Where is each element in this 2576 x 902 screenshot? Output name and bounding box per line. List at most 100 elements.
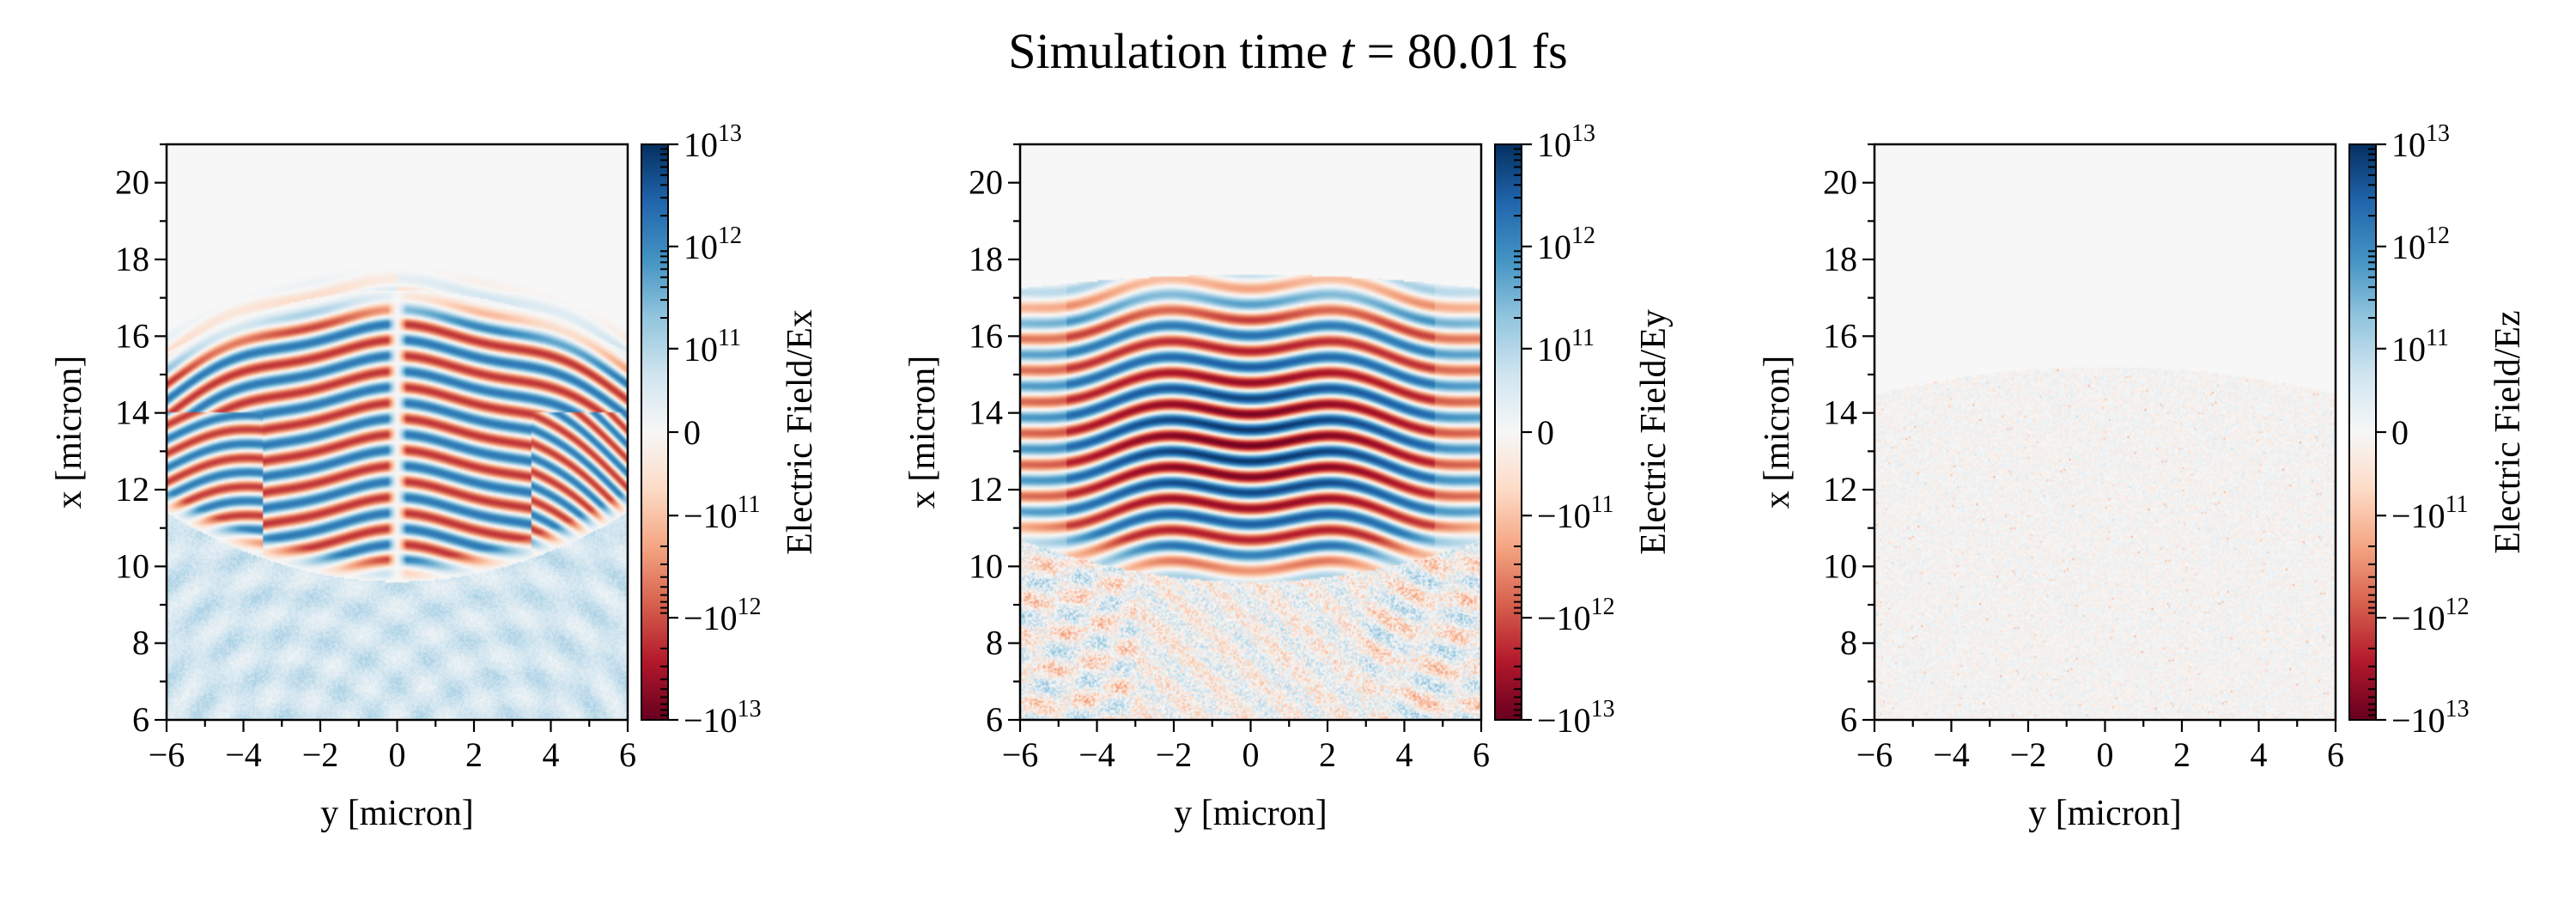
tick-exponent: 12 bbox=[1571, 222, 1595, 249]
y-tick-label: 16 bbox=[115, 316, 149, 355]
x-axis-label: y [micron] bbox=[320, 794, 473, 833]
colorbar-tick-label: −1011 bbox=[1537, 491, 1614, 535]
y-tick-label: 16 bbox=[969, 316, 1003, 355]
y-tick-label: 6 bbox=[986, 700, 1003, 739]
tick-exponent: 12 bbox=[718, 222, 742, 249]
colorbar-tick-label: 1013 bbox=[1537, 120, 1595, 164]
x-tick-label: 0 bbox=[1242, 735, 1260, 774]
x-tick-label: −6 bbox=[149, 735, 185, 774]
x-tick-label: 4 bbox=[543, 735, 560, 774]
y-tick-label: 18 bbox=[1823, 240, 1857, 278]
tick-exponent: 13 bbox=[2426, 120, 2450, 147]
colorbar-tick-label: −1013 bbox=[2391, 696, 2470, 740]
x-tick-label: 2 bbox=[2173, 735, 2190, 774]
colorbar-tick-label: 1013 bbox=[683, 120, 742, 164]
tick-base: 10 bbox=[2391, 228, 2426, 266]
title-prefix: Simulation time bbox=[1008, 23, 1340, 79]
colorbar-tick-label: −1012 bbox=[1537, 594, 1615, 637]
tick-exponent: 11 bbox=[718, 325, 741, 351]
colorbar-tick-label: 1011 bbox=[683, 325, 741, 369]
tick-base: 10 bbox=[1537, 125, 1571, 164]
x-tick-label: 6 bbox=[619, 735, 636, 774]
x-tick-label: 2 bbox=[465, 735, 483, 774]
y-tick-label: 16 bbox=[1823, 316, 1857, 355]
y-tick-label: 12 bbox=[969, 470, 1003, 509]
tick-base: 10 bbox=[703, 701, 738, 740]
title-equals: = bbox=[1354, 23, 1407, 79]
x-tick-label: −4 bbox=[1078, 735, 1115, 774]
tick-exponent: 11 bbox=[1591, 491, 1614, 518]
tick-sign: − bbox=[683, 599, 703, 637]
tick-base: 10 bbox=[1537, 330, 1571, 369]
colorbar-frame bbox=[641, 143, 669, 721]
x-axis-label: y [micron] bbox=[2028, 794, 2181, 833]
y-tick-label: 10 bbox=[115, 546, 149, 585]
tick-base: 10 bbox=[683, 330, 718, 369]
y-tick-label: 14 bbox=[1823, 393, 1857, 432]
y-tick-label: 6 bbox=[1840, 700, 1857, 739]
y-axis-label: x [micron] bbox=[1758, 356, 1797, 509]
x-tick-label: 6 bbox=[2327, 735, 2344, 774]
axes-frame bbox=[1873, 143, 2337, 722]
colorbar-tick-label: 1011 bbox=[2391, 325, 2449, 369]
x-axis-label: y [micron] bbox=[1174, 794, 1327, 833]
heatmap-ex bbox=[167, 144, 628, 720]
tick-base: 10 bbox=[2391, 125, 2426, 164]
colorbar-ez bbox=[2349, 144, 2376, 720]
tick-sign: − bbox=[683, 497, 703, 535]
tick-base: 10 bbox=[1557, 497, 1591, 535]
tick-exponent: 12 bbox=[1591, 594, 1615, 620]
y-tick-label: 18 bbox=[115, 240, 149, 278]
tick-base: 10 bbox=[1557, 701, 1591, 740]
tick-base: 10 bbox=[2411, 599, 2445, 637]
colorbar-frame bbox=[2348, 143, 2377, 721]
tick-exponent: 13 bbox=[738, 696, 762, 722]
colorbar-tick-label: −1013 bbox=[683, 696, 762, 740]
colorbar-tick-label: 0 bbox=[2391, 413, 2409, 452]
title-variable: t bbox=[1340, 23, 1355, 79]
tick-base: 10 bbox=[703, 599, 738, 637]
y-tick-label: 12 bbox=[1823, 470, 1857, 509]
tick-sign: − bbox=[1537, 599, 1557, 637]
x-tick-label: −2 bbox=[2010, 735, 2047, 774]
y-tick-label: 18 bbox=[969, 240, 1003, 278]
tick-exponent: 12 bbox=[2445, 594, 2470, 620]
colorbar-ex bbox=[641, 144, 668, 720]
x-tick-label: 0 bbox=[389, 735, 406, 774]
y-tick-label: 12 bbox=[115, 470, 149, 509]
tick-exponent: 11 bbox=[738, 491, 761, 518]
heatmap-ez bbox=[1874, 144, 2336, 720]
tick-exponent: 13 bbox=[1591, 696, 1615, 722]
tick-base: 10 bbox=[683, 228, 718, 266]
colorbar-tick-label: 1013 bbox=[2391, 120, 2450, 164]
colorbar-frame bbox=[1494, 143, 1522, 721]
y-tick-label: 20 bbox=[969, 163, 1003, 202]
x-tick-label: 6 bbox=[1473, 735, 1490, 774]
tick-sign: − bbox=[2391, 701, 2411, 740]
tick-base: 10 bbox=[1557, 599, 1591, 637]
colorbar-tick-label: −1012 bbox=[683, 594, 762, 637]
tick-sign: − bbox=[1537, 701, 1557, 740]
tick-sign: − bbox=[1537, 497, 1557, 535]
y-tick-label: 14 bbox=[115, 393, 149, 432]
colorbar-label: Electric Field/Ey bbox=[1634, 309, 1674, 555]
tick-exponent: 11 bbox=[2445, 491, 2469, 518]
colorbar-label: Electric Field/Ez bbox=[2488, 310, 2528, 553]
colorbar-label: Electric Field/Ex bbox=[781, 309, 820, 555]
y-tick-label: 20 bbox=[115, 163, 149, 202]
tick-sign: − bbox=[683, 701, 703, 740]
x-tick-label: 0 bbox=[2097, 735, 2114, 774]
y-tick-label: 14 bbox=[969, 393, 1003, 432]
tick-base: 10 bbox=[2411, 497, 2445, 535]
tick-exponent: 13 bbox=[1571, 120, 1595, 147]
y-tick-label: 10 bbox=[969, 546, 1003, 585]
colorbar-tick-label: 1012 bbox=[683, 222, 742, 266]
tick-base: 0 bbox=[683, 413, 701, 452]
y-tick-label: 8 bbox=[132, 624, 149, 662]
